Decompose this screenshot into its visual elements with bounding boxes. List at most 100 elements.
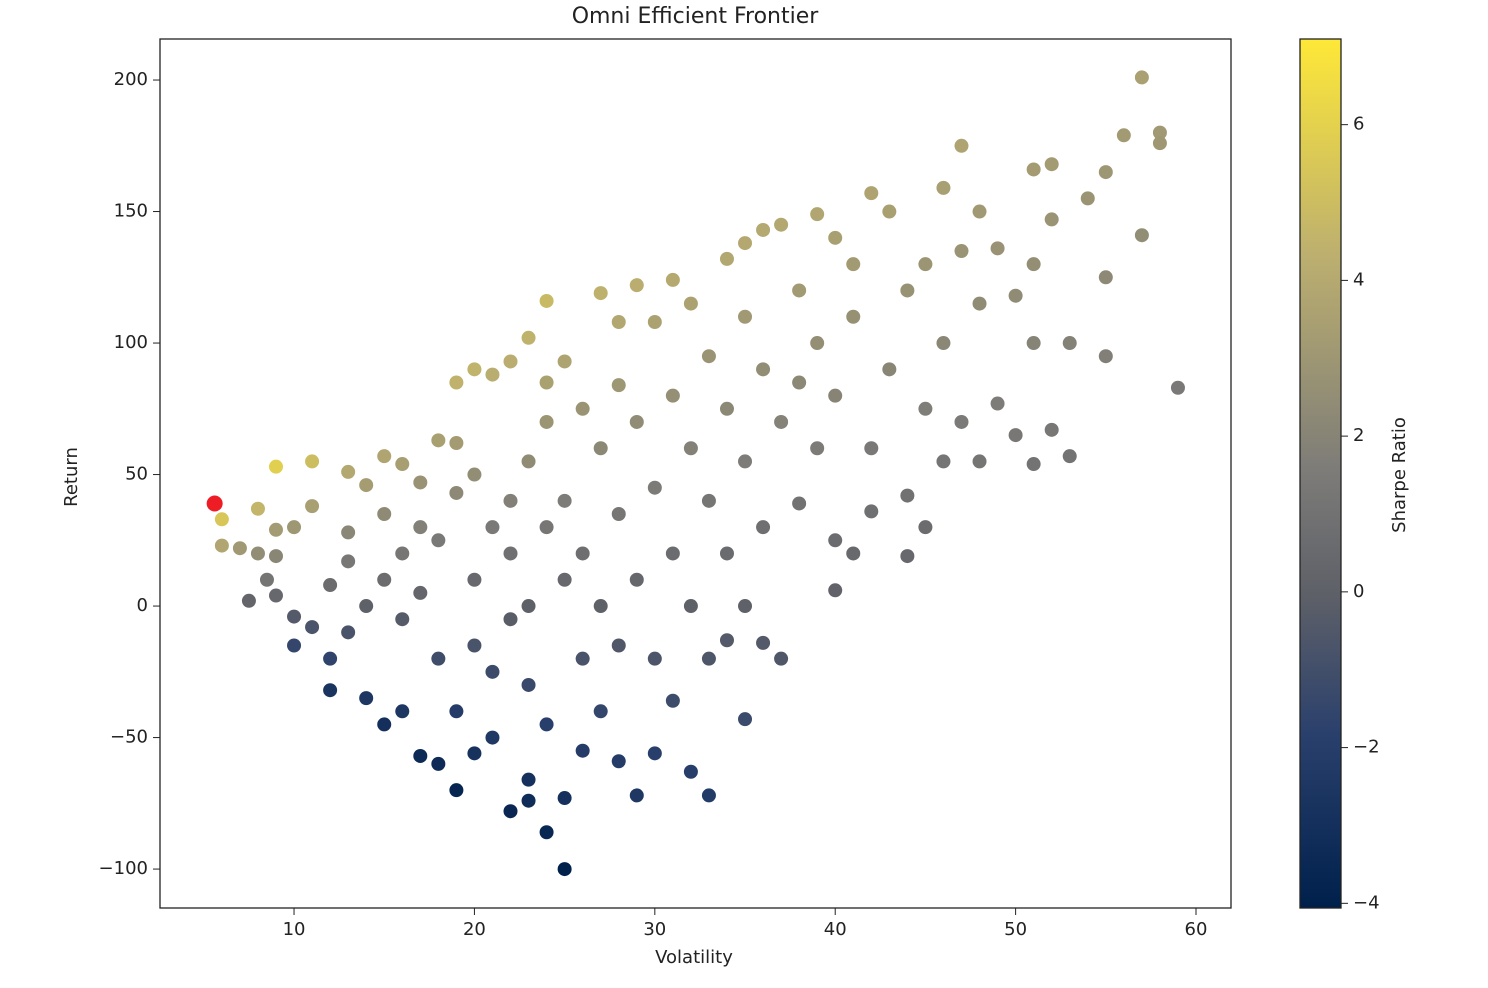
point xyxy=(611,315,626,330)
point xyxy=(503,493,518,508)
point xyxy=(647,315,662,330)
point xyxy=(575,546,590,561)
point xyxy=(359,599,374,614)
point xyxy=(683,296,698,311)
point xyxy=(503,804,518,819)
point xyxy=(756,635,771,650)
point xyxy=(954,243,969,258)
point xyxy=(774,217,789,232)
point xyxy=(521,793,536,808)
point xyxy=(701,651,716,666)
point xyxy=(611,507,626,522)
point xyxy=(683,764,698,779)
colorbar-tick-label: 0 xyxy=(1353,581,1364,602)
point xyxy=(575,743,590,758)
point xyxy=(738,712,753,727)
point xyxy=(1080,191,1095,206)
chart-title: Omni Efficient Frontier xyxy=(572,4,820,29)
point xyxy=(900,549,915,564)
point xyxy=(665,388,680,403)
x-axis-label: Volatility xyxy=(655,947,733,968)
point xyxy=(900,488,915,503)
point xyxy=(575,401,590,416)
y-tick-label: 0 xyxy=(137,595,148,616)
point xyxy=(864,186,879,201)
point xyxy=(972,204,987,219)
point xyxy=(557,572,572,587)
y-axis-label: Return xyxy=(61,447,82,507)
point xyxy=(467,746,482,761)
point xyxy=(377,717,392,732)
point xyxy=(557,862,572,877)
point xyxy=(665,546,680,561)
point xyxy=(377,572,392,587)
x-tick-label: 10 xyxy=(283,919,306,940)
point xyxy=(756,520,771,535)
point xyxy=(665,693,680,708)
point xyxy=(431,433,446,448)
point xyxy=(431,756,446,771)
point xyxy=(341,625,356,640)
point xyxy=(665,272,680,287)
point xyxy=(1134,228,1149,243)
point xyxy=(719,251,734,266)
point xyxy=(629,414,644,429)
point xyxy=(918,401,933,416)
point xyxy=(395,546,410,561)
point xyxy=(485,520,500,535)
point xyxy=(503,354,518,369)
y-tick-label: 200 xyxy=(114,69,148,90)
point xyxy=(1026,457,1041,472)
point xyxy=(431,651,446,666)
x-tick-label: 20 xyxy=(463,919,486,940)
point xyxy=(467,638,482,653)
point xyxy=(268,549,283,564)
point xyxy=(629,788,644,803)
point xyxy=(972,454,987,469)
point xyxy=(593,599,608,614)
point xyxy=(774,414,789,429)
point xyxy=(259,572,274,587)
point xyxy=(557,791,572,806)
point xyxy=(431,533,446,548)
point xyxy=(413,585,428,600)
point xyxy=(485,730,500,745)
point xyxy=(810,207,825,222)
point xyxy=(1044,157,1059,172)
colorbar-tick-label: −4 xyxy=(1353,892,1380,913)
point xyxy=(250,546,265,561)
point xyxy=(305,499,320,514)
point xyxy=(864,441,879,456)
point xyxy=(611,638,626,653)
point xyxy=(341,554,356,569)
point xyxy=(882,204,897,219)
colorbar-tick-label: −2 xyxy=(1353,737,1380,758)
point xyxy=(828,533,843,548)
point xyxy=(305,454,320,469)
point xyxy=(268,588,283,603)
point xyxy=(521,772,536,787)
point xyxy=(323,651,338,666)
point xyxy=(1134,70,1149,85)
point xyxy=(521,330,536,345)
point xyxy=(1062,449,1077,464)
point xyxy=(882,362,897,377)
point xyxy=(449,783,464,798)
point xyxy=(1152,125,1167,140)
point xyxy=(936,454,951,469)
point xyxy=(792,283,807,298)
point xyxy=(756,222,771,237)
point xyxy=(413,520,428,535)
point xyxy=(593,704,608,719)
point xyxy=(503,546,518,561)
point xyxy=(539,825,554,840)
point xyxy=(918,257,933,272)
y-tick-label: 150 xyxy=(114,201,148,222)
point xyxy=(449,485,464,500)
point xyxy=(539,414,554,429)
point xyxy=(467,572,482,587)
point xyxy=(485,367,500,382)
point xyxy=(359,478,374,493)
point xyxy=(647,746,662,761)
point xyxy=(1026,336,1041,351)
